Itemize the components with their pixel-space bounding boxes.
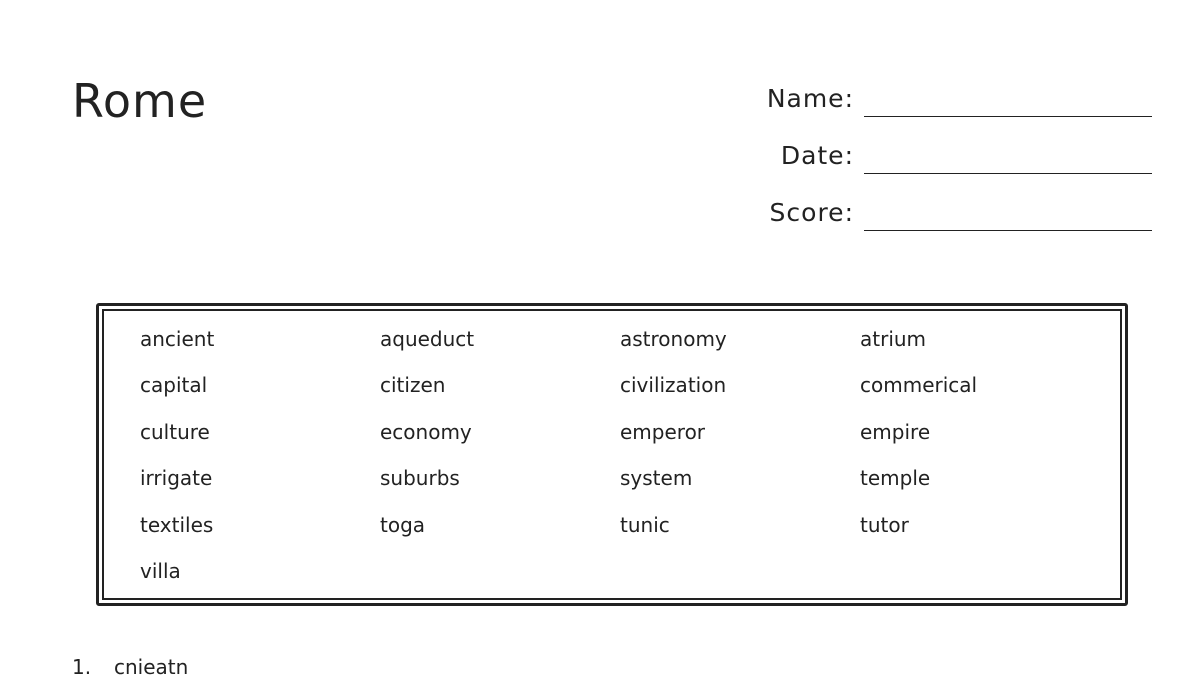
- word-bank-inner-border: [102, 309, 1122, 600]
- date-label: Date:: [780, 141, 854, 170]
- word-bank-item: atrium: [860, 327, 927, 351]
- word-bank-item: commerical: [860, 373, 978, 397]
- word-bank-item: capital: [140, 373, 208, 397]
- word-bank-item: toga: [380, 513, 426, 537]
- date-field[interactable]: Date:: [700, 134, 1152, 174]
- word-bank-item: economy: [380, 420, 472, 444]
- word-bank-item: textiles: [140, 513, 214, 537]
- word-bank-item: emperor: [620, 420, 706, 444]
- word-bank-item: citizen: [380, 373, 446, 397]
- question-number: 1.: [72, 655, 92, 679]
- date-blank-line[interactable]: [864, 173, 1152, 174]
- word-bank-item: villa: [140, 559, 181, 583]
- word-bank-item: culture: [140, 420, 210, 444]
- name-blank-line[interactable]: [864, 116, 1152, 117]
- word-bank-item: irrigate: [140, 466, 213, 490]
- score-field[interactable]: Score:: [700, 191, 1152, 231]
- scrambled-word: cnieatn: [114, 655, 189, 679]
- worksheet-title: Rome: [72, 74, 208, 128]
- word-bank-item: civilization: [620, 373, 727, 397]
- score-label: Score:: [769, 198, 854, 227]
- word-bank-box: [96, 303, 1128, 606]
- word-bank-item: temple: [860, 466, 931, 490]
- name-label: Name:: [766, 84, 854, 113]
- word-bank-item: aqueduct: [380, 327, 475, 351]
- word-bank-item: suburbs: [380, 466, 460, 490]
- score-blank-line[interactable]: [864, 230, 1152, 231]
- word-bank-item: system: [620, 466, 693, 490]
- word-bank-item: ancient: [140, 327, 215, 351]
- word-bank-item: tutor: [860, 513, 909, 537]
- word-bank-item: astronomy: [620, 327, 727, 351]
- word-bank-item: tunic: [620, 513, 670, 537]
- word-bank-item: empire: [860, 420, 931, 444]
- name-field[interactable]: Name:: [700, 77, 1152, 117]
